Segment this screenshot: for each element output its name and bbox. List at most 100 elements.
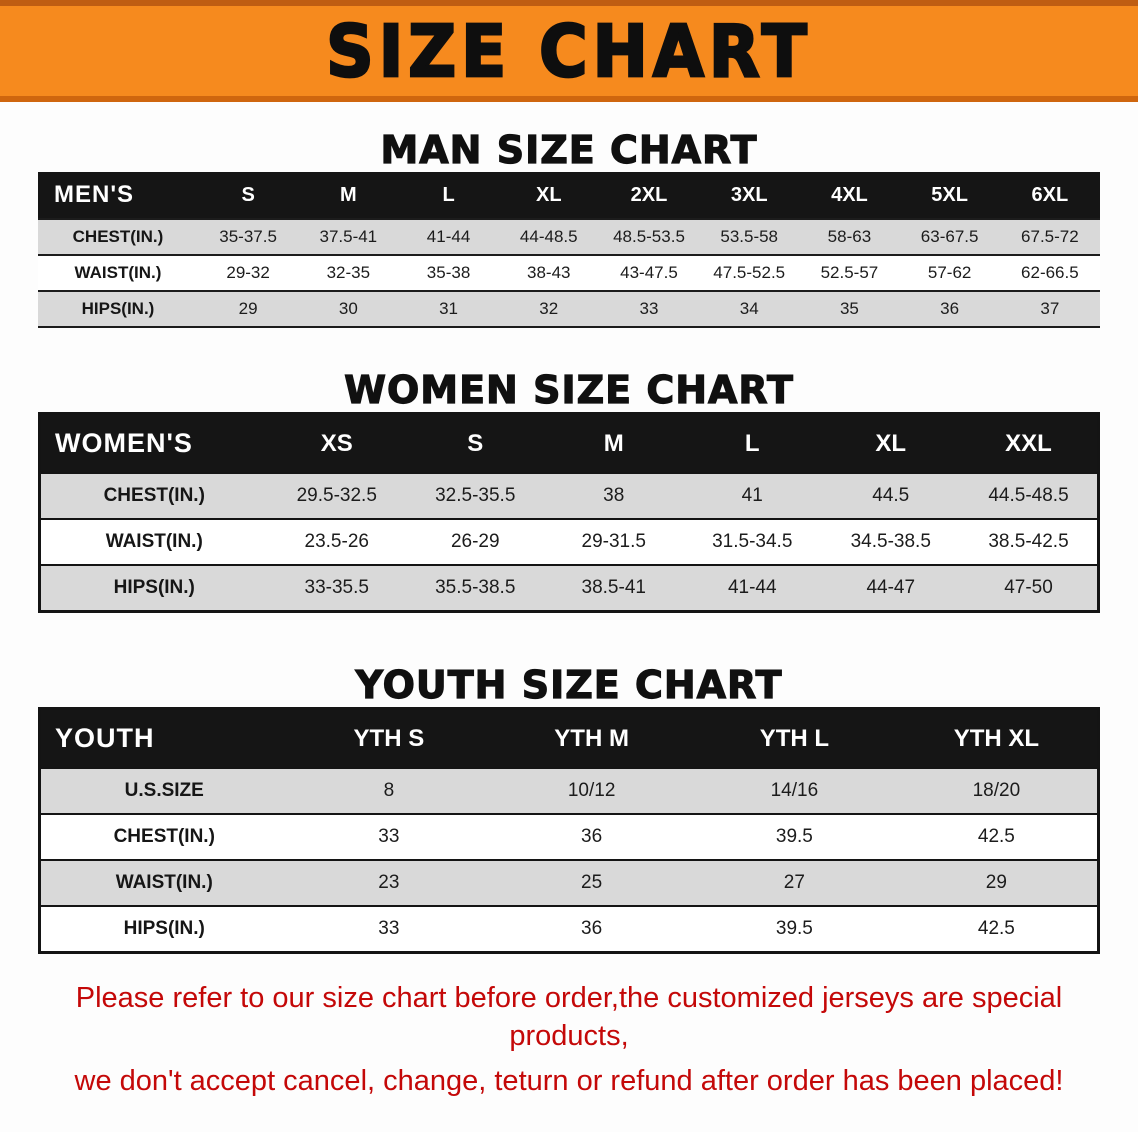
- size-value-cell: 33: [639, 299, 659, 318]
- size-value-cell: 38: [603, 485, 625, 506]
- men-section-heading: MAN SIZE CHART: [380, 127, 758, 172]
- size-value-cell: 35-37.5: [219, 227, 277, 246]
- size-column-header: YTH L: [759, 724, 830, 752]
- measurement-row-label: U.S.SIZE: [124, 780, 204, 801]
- size-value-cell: 39.5: [775, 826, 813, 847]
- size-value-cell: 47-50: [1004, 577, 1053, 598]
- table-corner-label: YOUTH: [55, 723, 155, 753]
- banner: SIZE CHART: [0, 0, 1138, 102]
- size-value-cell: 52.5-57: [820, 263, 879, 282]
- size-value-cell: 33-35.5: [304, 577, 369, 598]
- measurement-row-label: CHEST(IN.): [72, 227, 164, 246]
- size-column-header: YTH M: [554, 724, 629, 752]
- women-section: WOMEN SIZE CHART WOMEN'S XS S M L XL XXL CHEST…: [0, 367, 1138, 613]
- men-table-body: CHEST(IN.) 35-37.5 37.5-41 41-44 44-48.5 48.5…: [38, 219, 1100, 327]
- youth-table-body: U.S.SIZE 8 10/12 14/16 18/20 CHEST(IN.) 33 36 39…: [39, 768, 1099, 953]
- note-line-1: Please refer to our size chart before or…: [75, 982, 1063, 1052]
- size-column-header: XXL: [1005, 429, 1052, 457]
- size-value-cell: 32.5-35.5: [435, 485, 516, 506]
- size-value-cell: 36: [581, 918, 603, 939]
- size-value-cell: 23.5-26: [304, 531, 369, 552]
- size-value-cell: 62-66.5: [1021, 263, 1079, 282]
- women-table-body: CHEST(IN.) 29.5-32.5 32.5-35.5 38 41 44.5 44.5…: [39, 473, 1099, 612]
- size-value-cell: 41-44: [727, 577, 777, 598]
- size-value-cell: 29: [238, 299, 258, 318]
- size-value-cell: 30: [338, 299, 358, 318]
- table-row: CHEST(IN.) 29.5-32.5 32.5-35.5 38 41 44.5 44.5…: [39, 473, 1099, 519]
- size-value-cell: 32-35: [326, 263, 371, 282]
- measurement-row-label: HIPS(IN.): [113, 577, 195, 598]
- measurement-row-label: CHEST(IN.): [113, 826, 215, 847]
- size-value-cell: 57-62: [927, 263, 972, 282]
- size-value-cell: 26-29: [450, 531, 500, 552]
- size-value-cell: 36: [940, 299, 960, 318]
- size-value-cell: 29: [985, 872, 1007, 893]
- table-row: HIPS(IN.) 29 30 31 32 33 34 35 36 37: [38, 291, 1100, 327]
- size-value-cell: 10/12: [567, 780, 616, 801]
- size-value-cell: 34.5-38.5: [850, 531, 931, 552]
- size-column-header: XL: [535, 183, 562, 206]
- size-value-cell: 31.5-34.5: [712, 531, 793, 552]
- page-title: SIZE CHART: [325, 8, 812, 94]
- table-header-row: WOMEN'S XS S M L XL XXL: [39, 413, 1099, 473]
- measurement-row-label: HIPS(IN.): [81, 299, 155, 318]
- size-value-cell: 37.5-41: [319, 227, 378, 246]
- table-row: WAIST(IN.) 29-32 32-35 35-38 38-43 43-47.5 47.…: [38, 255, 1100, 291]
- size-column-header: M: [603, 429, 624, 457]
- size-value-cell: 23: [378, 872, 400, 893]
- size-value-cell: 33: [378, 918, 400, 939]
- men-section: MAN SIZE CHART MEN'S S M L XL 2XL 3XL 4XL 5XL 6XL…: [0, 127, 1138, 328]
- measurement-row-label: WAIST(IN.): [105, 531, 203, 552]
- size-value-cell: 44-48.5: [519, 227, 578, 246]
- size-value-cell: 25: [581, 872, 603, 893]
- men-size-table: MEN'S S M L XL 2XL 3XL 4XL 5XL 6XL CHEST(IN.) 35-3…: [38, 172, 1100, 328]
- table-row: WAIST(IN.) 23 25 27 29: [39, 860, 1099, 906]
- size-value-cell: 27: [783, 872, 805, 893]
- youth-section-heading: YOUTH SIZE CHART: [355, 662, 783, 707]
- size-value-cell: 58-63: [827, 227, 872, 246]
- size-value-cell: 35-38: [426, 263, 471, 282]
- table-corner-label: WOMEN'S: [55, 428, 193, 458]
- size-value-cell: 48.5-53.5: [613, 227, 685, 246]
- size-value-cell: 44.5-48.5: [988, 485, 1069, 506]
- size-value-cell: 36: [581, 826, 603, 847]
- size-column-header: YTH XL: [953, 724, 1040, 752]
- table-row: HIPS(IN.) 33 36 39.5 42.5: [39, 906, 1099, 953]
- measurement-row-label: WAIST(IN.): [74, 263, 162, 282]
- size-value-cell: 53.5-58: [720, 227, 779, 246]
- size-column-header: 3XL: [730, 183, 768, 206]
- size-value-cell: 35: [839, 299, 859, 318]
- women-section-heading: WOMEN SIZE CHART: [343, 367, 794, 412]
- size-value-cell: 38.5-42.5: [988, 531, 1069, 552]
- size-value-cell: 29-32: [226, 263, 270, 282]
- size-value-cell: 35.5-38.5: [435, 577, 516, 598]
- size-value-cell: 37: [1040, 299, 1060, 318]
- size-value-cell: 29-31.5: [581, 531, 646, 552]
- size-value-cell: 32: [539, 299, 559, 318]
- table-row: HIPS(IN.) 33-35.5 35.5-38.5 38.5-41 41-44 44-…: [39, 565, 1099, 612]
- women-size-table: WOMEN'S XS S M L XL XXL CHEST(IN.) 29.5-32.5 32.…: [38, 412, 1100, 613]
- size-value-cell: 42.5: [977, 826, 1015, 847]
- table-row: CHEST(IN.) 33 36 39.5 42.5: [39, 814, 1099, 860]
- table-row: CHEST(IN.) 35-37.5 37.5-41 41-44 44-48.5 48.5…: [38, 219, 1100, 255]
- table-header-row: MEN'S S M L XL 2XL 3XL 4XL 5XL 6XL: [38, 172, 1100, 219]
- table-row: WAIST(IN.) 23.5-26 26-29 29-31.5 31.5-34.5 34…: [39, 519, 1099, 565]
- size-column-header: 6XL: [1031, 183, 1069, 206]
- size-column-header: L: [744, 429, 760, 457]
- size-value-cell: 18/20: [972, 780, 1021, 801]
- youth-size-table: YOUTH YTH S YTH M YTH L YTH XL U.S.SIZE 8 10/1…: [38, 707, 1100, 954]
- size-column-header: 5XL: [931, 183, 968, 206]
- size-value-cell: 63-67.5: [920, 227, 979, 246]
- table-header-row: YOUTH YTH S YTH M YTH L YTH XL: [39, 708, 1099, 768]
- size-value-cell: 31: [439, 299, 458, 318]
- size-value-cell: 33: [378, 826, 400, 847]
- size-value-cell: 14/16: [770, 780, 819, 801]
- size-column-header: S: [241, 183, 255, 206]
- youth-section: YOUTH SIZE CHART YOUTH YTH S YTH M YTH L YTH…: [0, 662, 1138, 954]
- size-column-header: XS: [320, 429, 353, 457]
- size-value-cell: 39.5: [775, 918, 813, 939]
- size-value-cell: 29.5-32.5: [296, 485, 377, 506]
- measurement-row-label: WAIST(IN.): [115, 872, 213, 893]
- note-line-2: we don't accept cancel, change, teturn o…: [74, 1065, 1064, 1098]
- size-column-header: 2XL: [630, 183, 668, 206]
